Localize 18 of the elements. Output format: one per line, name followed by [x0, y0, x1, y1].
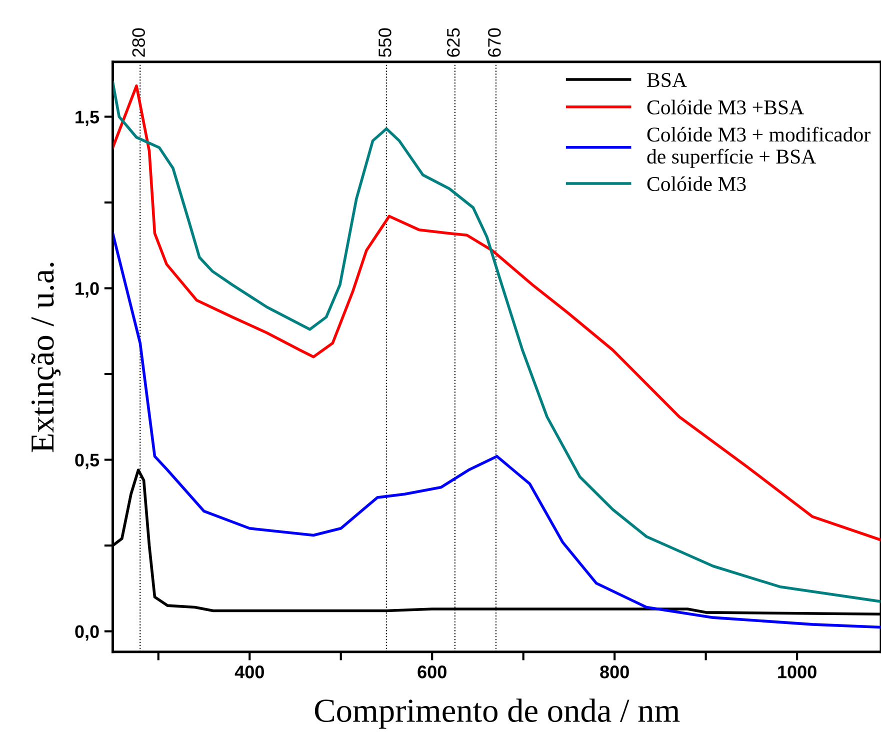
legend-label: BSA — [647, 73, 687, 88]
y-tick-label: 0,0 — [75, 625, 99, 641]
legend-label: Colóide M3 — [647, 176, 746, 192]
y-axis-title: Extinção / u.a. — [31, 262, 61, 452]
x2-tick-label: 550 — [378, 28, 392, 57]
legend-label: Colóide M3 +BSA — [647, 100, 804, 114]
y-tick-label: 0,5 — [75, 454, 100, 470]
x2-tick-label: 280 — [132, 28, 145, 57]
x2-tick-label: 670 — [488, 28, 501, 57]
x-tick-label: 800 — [600, 666, 629, 678]
legend-label: Colóide M3 + modificador de superfície + BSA — [647, 126, 870, 168]
x-tick-label: 600 — [418, 666, 446, 678]
x2-tick-label: 625 — [446, 28, 460, 57]
x-tick-label: 400 — [234, 666, 264, 678]
y-tick-label: 1,5 — [76, 110, 100, 126]
x-axis-title: Comprimento de onda / nm — [314, 698, 680, 729]
x-tick-label: 1000 — [778, 666, 816, 678]
y-tick-label: 1,0 — [76, 282, 99, 298]
